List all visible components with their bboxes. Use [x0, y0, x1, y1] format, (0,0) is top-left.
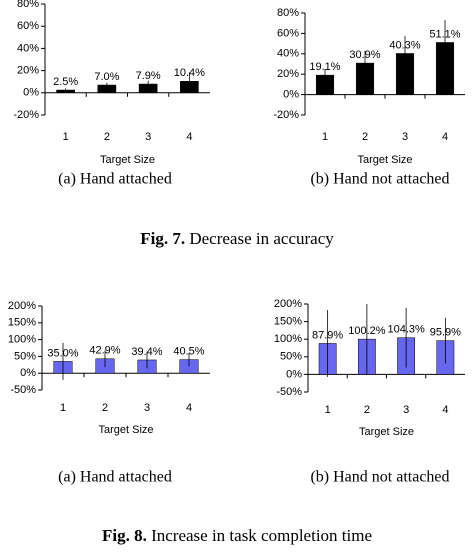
y-tick-label: 80%: [17, 0, 39, 10]
data-label: 42.9%: [89, 345, 120, 357]
y-tick-label: 60%: [277, 27, 299, 39]
x-tick-label: 1: [60, 402, 66, 414]
x-tick-label: 1: [325, 404, 331, 416]
x-tick-label: 4: [186, 131, 192, 143]
figure-caption: Fig. 7. Decrease in accuracy: [140, 229, 334, 248]
x-tick-label: 4: [442, 404, 448, 416]
data-label: 104.3%: [387, 324, 425, 336]
x-tick-label: 3: [403, 404, 409, 416]
data-label: 40.5%: [173, 345, 204, 357]
y-tick-label: 40%: [277, 48, 299, 60]
x-tick-label: 2: [104, 131, 110, 143]
x-tick-label: 3: [145, 131, 151, 143]
y-tick-label: 0%: [286, 368, 302, 380]
data-label: 51.1%: [429, 28, 460, 40]
y-tick-label: 200%: [274, 298, 302, 310]
figure-text: Increase in task completion time: [151, 526, 372, 545]
y-tick-label: 80%: [277, 7, 299, 19]
y-tick-label: 150%: [274, 316, 302, 328]
data-label: 39.4%: [131, 346, 162, 358]
y-tick-label: 0%: [20, 367, 36, 379]
data-label: 100.2%: [348, 325, 386, 337]
x-axis-label: Target Size: [357, 154, 412, 166]
figure-text: Decrease in accuracy: [189, 229, 334, 248]
x-tick-label: 4: [186, 402, 192, 414]
data-label: 95.9%: [430, 327, 461, 339]
y-tick-label: -20%: [13, 109, 39, 121]
x-tick-label: 3: [402, 131, 408, 143]
subcaption: (a) Hand attached: [58, 469, 172, 486]
y-tick-label: 20%: [17, 65, 39, 77]
x-tick-label: 2: [364, 404, 370, 416]
data-label: 40.3%: [389, 39, 420, 51]
y-tick-label: 50%: [14, 350, 36, 362]
data-label: 30.9%: [349, 49, 380, 61]
y-tick-label: -50%: [10, 384, 36, 396]
x-axis-label: Target Size: [100, 154, 155, 166]
figure-label: Fig. 7.: [140, 229, 185, 248]
x-tick-label: 2: [362, 131, 368, 143]
y-tick-label: 60%: [17, 20, 39, 32]
data-label: 2.5%: [53, 76, 78, 88]
x-tick-label: 1: [322, 131, 328, 143]
y-tick-label: 20%: [277, 68, 299, 80]
x-tick-label: 2: [102, 402, 108, 414]
y-tick-label: 100%: [274, 333, 302, 345]
data-label: 10.4%: [174, 67, 205, 79]
x-tick-label: 3: [144, 402, 150, 414]
x-tick-label: 1: [63, 131, 69, 143]
y-tick-label: 150%: [8, 317, 36, 329]
data-label: 7.9%: [136, 70, 161, 82]
charts: -20%0%20%40%60%80%2.5%17.0%27.9%310.4%4T…: [8, 0, 465, 438]
y-tick-label: 200%: [8, 300, 36, 312]
x-tick-label: 4: [442, 131, 448, 143]
y-tick-label: -20%: [273, 109, 299, 121]
y-tick-label: 40%: [17, 42, 39, 54]
y-tick-label: 0%: [283, 89, 299, 101]
subcaption: (a) Hand attached: [58, 171, 172, 188]
figure-caption: Fig. 8. Increase in task completion time: [102, 526, 372, 545]
y-tick-label: 0%: [23, 87, 39, 99]
figure-label: Fig. 8.: [102, 526, 147, 545]
data-label: 7.0%: [94, 71, 119, 83]
x-axis-label: Target Size: [98, 424, 153, 436]
subcaption: (b) Hand not attached: [310, 171, 449, 188]
y-tick-label: 50%: [280, 351, 302, 363]
subcaption: (b) Hand not attached: [310, 469, 449, 486]
x-axis-label: Target Size: [359, 426, 414, 438]
y-tick-label: 100%: [8, 334, 36, 346]
data-label: 35.0%: [47, 347, 78, 359]
data-label: 19.1%: [309, 61, 340, 73]
data-label: 87.9%: [312, 329, 343, 341]
y-tick-label: -50%: [276, 386, 302, 398]
